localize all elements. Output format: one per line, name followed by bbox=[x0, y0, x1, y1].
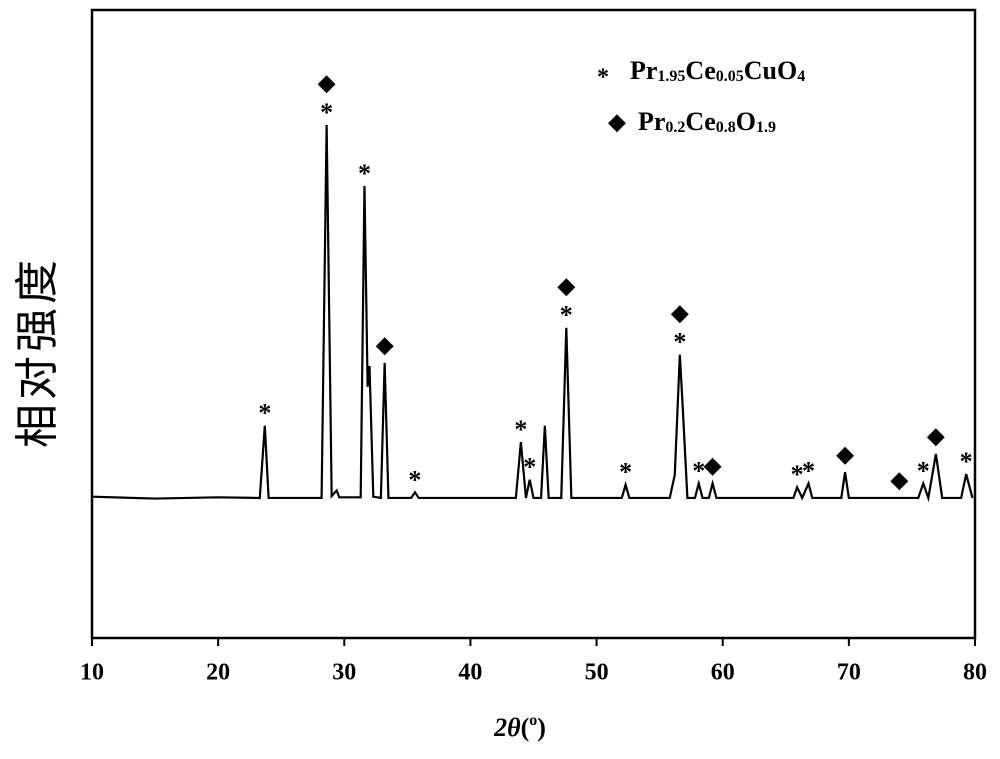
x-tick-label: 80 bbox=[963, 660, 987, 686]
legend-label-part: Ce bbox=[685, 107, 715, 136]
legend-label-part: 0.8 bbox=[716, 119, 736, 136]
x-axis-label-part: ) bbox=[537, 713, 546, 742]
peak-marker: ◆ bbox=[670, 300, 689, 325]
peak-marker: * bbox=[320, 98, 333, 127]
legend-label-part: 1.9 bbox=[756, 119, 776, 136]
x-tick-label: 70 bbox=[837, 660, 861, 686]
peak-marker: * bbox=[358, 159, 371, 188]
plot-frame bbox=[90, 8, 977, 640]
legend-label-part: O bbox=[736, 107, 756, 136]
peak-marker: ◆ bbox=[890, 467, 909, 492]
x-axis-label-part: 2θ bbox=[493, 713, 521, 742]
peak-marker: * bbox=[258, 399, 271, 428]
legend-label-part: Pr bbox=[630, 56, 657, 85]
x-axis-label: 2θ(o) bbox=[493, 712, 546, 742]
peak-marker: ◆ bbox=[317, 70, 336, 95]
peak-marker: * bbox=[917, 456, 930, 485]
peak-marker: ◆ bbox=[375, 332, 394, 357]
peak-marker: ◆ bbox=[836, 441, 855, 466]
peak-marker: * bbox=[960, 447, 973, 476]
peak-marker: * bbox=[791, 460, 804, 489]
x-axis-label-part: ( bbox=[521, 713, 530, 742]
peak-marker: * bbox=[802, 456, 815, 485]
legend-label-part: CuO bbox=[744, 56, 797, 85]
legend-label-part: 0.2 bbox=[665, 119, 685, 136]
x-tick-label: 40 bbox=[458, 660, 482, 686]
x-tick-label: 10 bbox=[80, 660, 104, 686]
peak-marker: * bbox=[408, 465, 421, 494]
legend-label-part: 1.95 bbox=[657, 68, 685, 85]
legend-label-part: 4 bbox=[797, 68, 805, 85]
x-tick-label: 60 bbox=[711, 660, 735, 686]
peak-marker: * bbox=[673, 328, 686, 357]
peak-marker: ◆ bbox=[703, 453, 722, 478]
legend-label-part: Pr bbox=[638, 107, 665, 136]
legend-label-part: Ce bbox=[685, 56, 715, 85]
legend-label-part: 0.05 bbox=[716, 68, 744, 85]
peak-marker: ◆ bbox=[557, 273, 576, 298]
peak-marker: * bbox=[514, 415, 527, 444]
legend-label: Pr1.95Ce0.05CuO4 bbox=[630, 56, 805, 85]
x-tick-label: 20 bbox=[206, 660, 230, 686]
legend-symbol: ◆ bbox=[608, 109, 627, 134]
peak-marker: * bbox=[523, 453, 536, 482]
peak-marker: * bbox=[619, 458, 632, 487]
x-tick-label: 50 bbox=[585, 660, 609, 686]
legend-label: Pr0.2Ce0.8O1.9 bbox=[638, 107, 776, 136]
xrd-line bbox=[91, 124, 974, 503]
peak-marker: * bbox=[560, 301, 573, 330]
legend-symbol: * bbox=[597, 65, 609, 91]
peak-marker: * bbox=[692, 456, 705, 485]
peak-marker: ◆ bbox=[926, 423, 945, 448]
x-axis-label-part: o bbox=[529, 712, 537, 729]
y-axis-label: 相对强度 bbox=[12, 256, 63, 448]
x-tick-label: 30 bbox=[332, 660, 356, 686]
